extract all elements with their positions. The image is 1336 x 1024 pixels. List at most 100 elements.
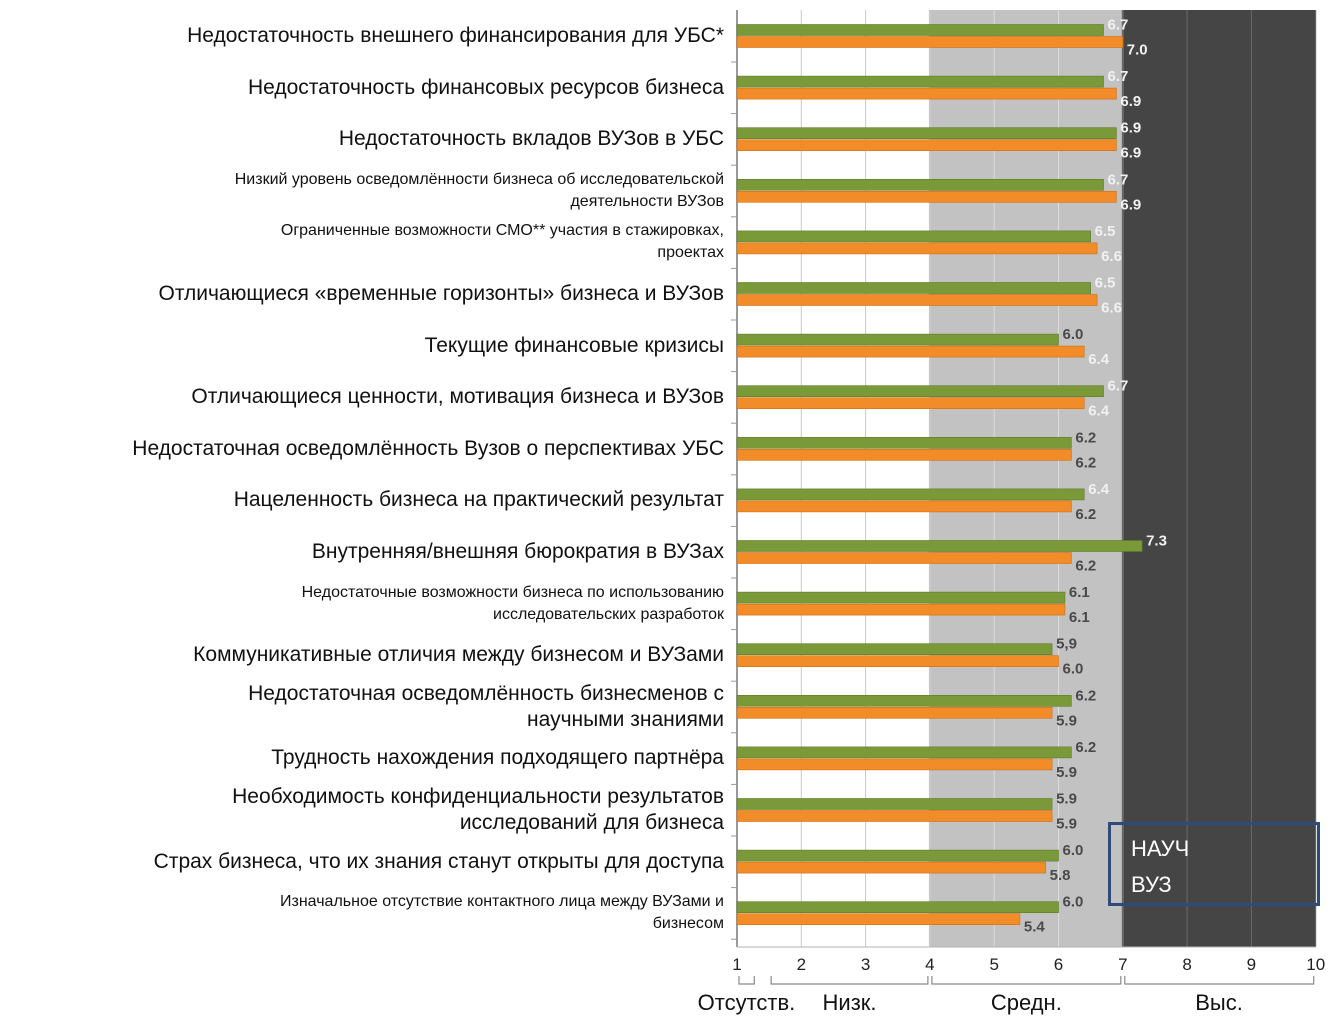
x-tick-label: 2 [797,955,806,974]
category-label: Изначальное отсутствие контактного лица … [280,891,724,935]
data-label: 6.7 [1108,171,1129,188]
bar [736,397,1085,410]
bar [736,75,1104,88]
bar [736,746,1072,759]
range-label: Отсутств. [697,990,796,1015]
data-label: 6.5 [1095,275,1116,292]
data-label: 6.2 [1075,687,1096,704]
data-label: 5.8 [1050,867,1071,884]
bar [736,24,1104,36]
zone-bracket [1124,976,1315,985]
data-label: 5.9 [1056,712,1077,729]
bar [736,448,1072,461]
bar [736,345,1085,358]
data-label: 6.1 [1069,609,1090,626]
x-tick-label: 9 [1247,955,1256,974]
data-label: 6.7 [1108,17,1129,34]
bar [736,758,1053,771]
category-label-line: Коммуникативные отличия между бизнесом и… [193,643,724,667]
zone-bracket [770,976,929,985]
data-label: 5.9 [1056,764,1077,781]
data-label: 6.9 [1120,196,1141,213]
category-label: Недостаточные возможности бизнеса по исп… [302,582,724,626]
category-label: Недостаточная осведомлённость бизнесмено… [248,681,724,733]
category-label-line: Внутренняя/внешняя бюрократия в ВУЗах [311,540,724,563]
data-label: 6.4 [1088,351,1110,368]
data-label: 6.6 [1101,300,1122,317]
data-label: 6.4 [1088,481,1110,498]
category-label-line: Низкий уровень осведомлённости бизнеса о… [234,170,724,188]
x-tick-label: 10 [1306,955,1325,974]
category-label-line: Текущие финансовые кризисы [424,333,724,357]
category-label: Низкий уровень осведомлённости бизнеса о… [235,169,724,213]
bar [736,127,1117,139]
bar [736,385,1104,398]
data-label: 6.1 [1069,584,1090,601]
x-tick-label: 7 [1118,955,1127,974]
data-label: 6.9 [1120,145,1141,162]
data-label: 5.4 [1024,919,1046,936]
data-label: 6.0 [1063,661,1084,678]
range-label: Низк. [822,990,877,1015]
category-label-line: Необходимость конфиденциальности результ… [232,785,724,808]
category-label-line: Недостаточная осведомлённость бизнесмено… [248,681,724,705]
bar [736,230,1091,243]
bar [736,36,1124,48]
data-label: 6.9 [1120,93,1141,110]
category-label: Текущие финансовые кризисы [425,333,724,359]
category-label-line: Недостаточность финансовых ресурсов бизн… [247,75,724,99]
category-label: Отличающиеся «временные горизонты» бизне… [159,281,724,307]
category-label-line: Ограниченные возможности СМО** участия в… [280,222,724,240]
category-label-line: Недостаточность внешнего финансирования … [187,24,724,47]
bar [736,901,1059,914]
category-label-line: Недостаточная осведомлённость Вузов о пе… [132,436,724,460]
category-label: Трудность нахождения подходящего партнёр… [271,745,724,771]
data-label: 5.9 [1056,791,1077,808]
bar [736,191,1117,203]
category-label: Отличающиеся ценности, мотивация бизнеса… [191,384,724,410]
legend: НАУЧ ВУЗ [1108,822,1320,906]
data-label: 6.2 [1075,429,1096,446]
bar [736,643,1053,656]
bar [736,87,1117,100]
bar [736,913,1021,926]
bar [736,552,1072,564]
category-label: Коммуникативные отличия между бизнесом и… [193,642,724,668]
x-tick-label: 5 [989,955,998,974]
category-label-line: исследований для бизнеса [459,811,724,834]
category-label: Необходимость конфиденциальности результ… [232,784,724,836]
data-label: 6.7 [1108,68,1129,85]
x-tick-label: 4 [925,955,934,974]
category-label-line: Недостаточность вкладов ВУЗов в УБС [338,127,724,151]
category-label: Недостаточность внешнего финансирования … [187,23,724,49]
zone-bracket [931,976,1122,985]
category-label-line: бизнесом [652,915,724,933]
category-label-line: Трудность нахождения подходящего партнёр… [271,746,724,770]
range-label: Выс. [1195,990,1243,1015]
data-label: 6.0 [1063,842,1084,859]
data-label: 6.5 [1095,223,1116,240]
bar [736,655,1059,668]
bar [736,861,1046,874]
data-label: 7.0 [1127,42,1148,59]
category-label: Недостаточная осведомлённость Вузов о пе… [132,436,724,462]
bar [736,333,1059,346]
category-label: Недостаточность финансовых ресурсов бизн… [248,75,724,101]
data-label: 5.9 [1056,816,1077,833]
data-label: 7.3 [1146,533,1167,550]
data-label: 6.9 [1120,120,1141,137]
data-label: 6.6 [1101,248,1122,265]
data-label: 6.0 [1063,326,1084,343]
bar [736,488,1085,501]
bar [736,603,1066,616]
bar [736,179,1104,191]
data-label: 6.2 [1075,506,1096,523]
bar [736,706,1053,719]
bar [736,294,1098,306]
category-label: Внутренняя/внешняя бюрократия в ВУЗах [312,539,724,565]
category-label-line: Отличающиеся ценности, мотивация бизнеса… [191,385,724,409]
bar [736,242,1098,255]
x-tick-label: 1 [732,955,741,974]
data-label: 6.2 [1075,739,1096,756]
